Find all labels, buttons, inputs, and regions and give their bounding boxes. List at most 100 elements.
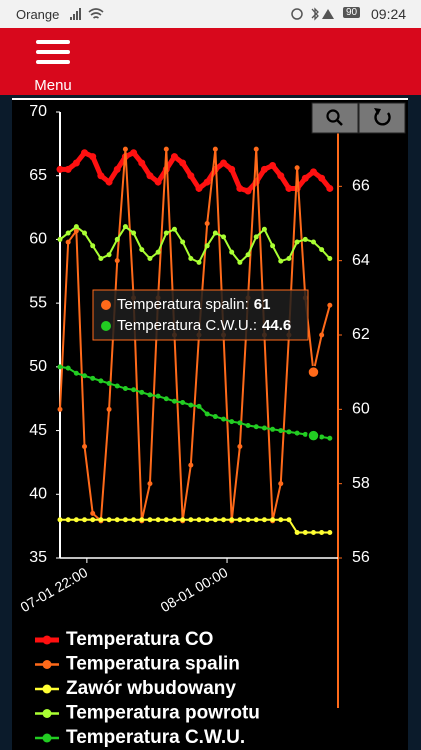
y2-tick-label: 66 xyxy=(352,178,370,195)
series-point xyxy=(261,517,267,523)
series-point xyxy=(154,178,162,186)
series-point xyxy=(196,259,202,265)
series-point xyxy=(285,184,293,192)
series-point xyxy=(97,172,105,180)
series-point xyxy=(286,517,292,523)
series-point xyxy=(294,430,300,436)
legend-item[interactable]: Temperatura spalin xyxy=(35,654,240,675)
series-point xyxy=(147,517,153,523)
series-point xyxy=(65,365,71,371)
series-point xyxy=(57,364,63,370)
legend-item[interactable]: Temperatura C.W.U. xyxy=(35,727,245,748)
series-point xyxy=(65,239,71,245)
series-point xyxy=(244,187,252,195)
series-point xyxy=(253,146,259,152)
reset-button[interactable] xyxy=(358,102,406,134)
series-point xyxy=(204,243,210,249)
legend-item[interactable]: Temperatura powrotu xyxy=(35,703,260,724)
y2-tick-label: 56 xyxy=(352,549,370,566)
zoom-button[interactable] xyxy=(311,102,359,134)
series-point xyxy=(146,172,154,180)
series-point xyxy=(73,228,79,234)
y-tick-label: 50 xyxy=(29,358,47,375)
series-point xyxy=(138,159,146,167)
series-point xyxy=(90,243,96,249)
y-tick-label: 55 xyxy=(29,294,47,311)
series-point xyxy=(90,517,96,523)
legend-item[interactable]: Zawór wbudowany xyxy=(35,678,236,699)
series-point xyxy=(180,400,186,406)
series-point xyxy=(278,517,284,523)
legend-item[interactable]: Temperatura CO xyxy=(35,629,213,650)
series-point xyxy=(139,247,145,253)
series-point xyxy=(310,239,316,245)
series-point xyxy=(89,153,97,161)
series-point xyxy=(302,431,308,437)
series-point xyxy=(327,302,333,308)
legend-label: Temperatura powrotu xyxy=(66,703,260,724)
series-point xyxy=(114,236,120,242)
series-point xyxy=(212,146,218,152)
series-point xyxy=(188,462,194,468)
legend-swatch-dot xyxy=(42,635,52,645)
series-point xyxy=(139,517,145,523)
series-point xyxy=(204,517,210,523)
series-point xyxy=(131,517,137,523)
series-point xyxy=(196,517,202,523)
series-point xyxy=(65,517,71,523)
series-point xyxy=(122,386,128,392)
legend-label: Zawór wbudowany xyxy=(66,678,236,699)
series-point xyxy=(294,165,300,171)
legend-swatch-dot xyxy=(42,660,52,669)
series-point xyxy=(98,517,104,523)
series-point xyxy=(131,387,137,393)
hover-point xyxy=(307,429,320,442)
series-point xyxy=(171,517,177,523)
y-tick-label: 70 xyxy=(29,103,47,120)
series-point xyxy=(229,419,235,425)
series-point xyxy=(130,149,138,157)
series-point xyxy=(277,172,285,180)
series-point xyxy=(237,444,243,449)
series-point xyxy=(188,256,194,262)
series-point xyxy=(196,403,202,409)
series-point xyxy=(327,435,333,441)
legend-label: Temperatura CO xyxy=(66,629,213,650)
series-point xyxy=(212,517,218,523)
series-point xyxy=(294,239,300,245)
series-point xyxy=(204,411,210,417)
series-point xyxy=(212,230,218,236)
series-point xyxy=(114,383,120,389)
status-bar: Orange 90 09:24 xyxy=(0,0,421,28)
series-point xyxy=(261,226,267,232)
series-point xyxy=(253,424,259,430)
series-point xyxy=(139,389,145,395)
y-tick-label: 45 xyxy=(29,422,47,439)
series-point xyxy=(57,236,63,242)
series-point xyxy=(90,375,96,381)
series-point xyxy=(122,517,128,523)
series-point xyxy=(327,256,333,262)
app-header: Menu xyxy=(0,28,421,95)
menu-button[interactable]: Menu xyxy=(24,36,82,94)
series-point xyxy=(82,517,88,523)
series-point xyxy=(310,530,316,536)
tooltip-swatch xyxy=(101,300,111,310)
series-point xyxy=(301,174,309,182)
series-point xyxy=(188,517,194,523)
y2-tick-label: 64 xyxy=(352,252,370,269)
tooltip-value: 44.6 xyxy=(262,317,291,334)
series-point xyxy=(228,165,236,173)
series-point xyxy=(278,481,284,487)
menu-icon xyxy=(36,40,70,64)
battery: 90 xyxy=(343,7,361,18)
series-point xyxy=(82,444,88,449)
series-point xyxy=(221,234,227,240)
series-point xyxy=(326,184,334,192)
series-point xyxy=(81,149,89,157)
series-point xyxy=(260,165,268,173)
series-point xyxy=(245,252,251,258)
clock: 09:24 xyxy=(371,6,407,22)
series-point xyxy=(147,481,153,487)
